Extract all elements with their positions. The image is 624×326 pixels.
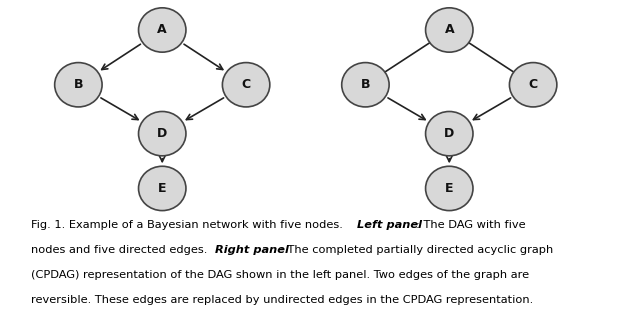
Ellipse shape (342, 63, 389, 107)
Ellipse shape (222, 63, 270, 107)
Text: D: D (444, 127, 454, 140)
Text: (CPDAG) representation of the DAG shown in the left panel. Two edges of the grap: (CPDAG) representation of the DAG shown … (31, 270, 529, 280)
Ellipse shape (139, 166, 186, 211)
Text: B: B (361, 78, 370, 91)
Text: Right panel: Right panel (215, 245, 289, 255)
Ellipse shape (509, 63, 557, 107)
Text: A: A (157, 23, 167, 37)
Text: : The completed partially directed acyclic graph: : The completed partially directed acycl… (280, 245, 553, 255)
Text: B: B (74, 78, 83, 91)
Ellipse shape (426, 111, 473, 156)
Text: A: A (444, 23, 454, 37)
Text: reversible. These edges are replaced by undirected edges in the CPDAG representa: reversible. These edges are replaced by … (31, 295, 534, 305)
Text: Fig. 1. Example of a Bayesian network with five nodes.: Fig. 1. Example of a Bayesian network wi… (31, 220, 347, 230)
Text: nodes and five directed edges.: nodes and five directed edges. (31, 245, 211, 255)
Text: D: D (157, 127, 167, 140)
Text: C: C (529, 78, 538, 91)
Text: : The DAG with five: : The DAG with five (416, 220, 526, 230)
Ellipse shape (426, 8, 473, 52)
Ellipse shape (426, 166, 473, 211)
Ellipse shape (55, 63, 102, 107)
Text: E: E (158, 182, 167, 195)
Text: E: E (445, 182, 454, 195)
Ellipse shape (139, 8, 186, 52)
Text: Left panel: Left panel (357, 220, 422, 230)
Text: C: C (241, 78, 251, 91)
Ellipse shape (139, 111, 186, 156)
